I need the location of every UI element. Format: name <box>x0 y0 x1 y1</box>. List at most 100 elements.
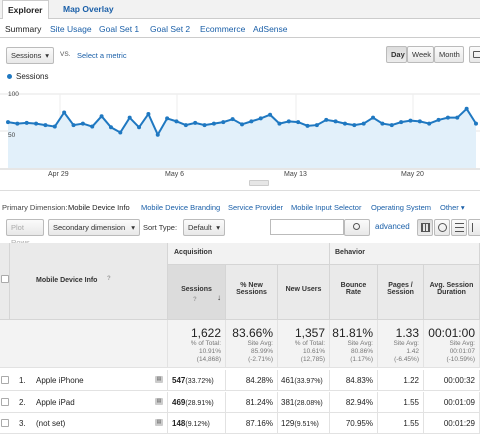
performance-view-button[interactable] <box>451 219 467 236</box>
sessions-point[interactable] <box>305 123 310 128</box>
sessions-point[interactable] <box>71 123 76 128</box>
comparison-view-button[interactable] <box>468 219 480 236</box>
day-button[interactable]: Day <box>386 46 407 63</box>
month-button[interactable]: Month <box>434 46 464 63</box>
sessions-point[interactable] <box>464 106 469 111</box>
dim-mobile-input-selector[interactable]: Mobile Input Selector <box>291 203 362 212</box>
sessions-point[interactable] <box>445 115 450 120</box>
row-filter-icon[interactable]: ▤ <box>155 376 163 383</box>
sessions-point[interactable] <box>474 121 478 126</box>
table-search-input[interactable] <box>270 219 344 235</box>
sessions-point[interactable] <box>436 117 441 122</box>
sessions-point[interactable] <box>80 121 85 126</box>
sessions-point[interactable] <box>361 121 366 126</box>
sessions-point[interactable] <box>174 119 179 124</box>
subtab-goal-set-1[interactable]: Goal Set 1 <box>99 24 140 34</box>
sessions-point[interactable] <box>324 117 329 122</box>
sessions-point[interactable] <box>240 122 244 127</box>
subtab-adsense[interactable]: AdSense <box>253 24 288 34</box>
advanced-link[interactable]: advanced <box>375 222 410 231</box>
primary-metric-dropdown[interactable]: Sessions ▾ <box>6 47 54 64</box>
subtab-site-usage[interactable]: Site Usage <box>50 24 92 34</box>
sessions-point[interactable] <box>127 115 132 120</box>
chart-type-button[interactable] <box>469 46 480 63</box>
sessions-point[interactable] <box>202 123 207 128</box>
sessions-point[interactable] <box>137 125 142 130</box>
sessions-point[interactable] <box>193 120 198 125</box>
tab-map-overlay[interactable]: Map Overlay <box>63 4 114 14</box>
sessions-point[interactable] <box>296 120 301 125</box>
help-icon[interactable]: ? <box>193 297 197 303</box>
sessions-point[interactable] <box>15 121 20 126</box>
sessions-point[interactable] <box>34 121 39 126</box>
sessions-point[interactable] <box>455 115 460 120</box>
avg-session-duration-header[interactable]: Avg. Session Duration <box>424 265 480 320</box>
sessions-point[interactable] <box>118 130 123 135</box>
pages-session-header[interactable]: Pages / Session <box>378 265 424 320</box>
row-checkbox[interactable] <box>1 376 9 384</box>
row-device-name[interactable]: (not set) <box>36 419 66 428</box>
sessions-point[interactable] <box>6 120 10 125</box>
sessions-point[interactable] <box>277 121 282 126</box>
sessions-point[interactable] <box>427 121 432 126</box>
dim-other[interactable]: Other ▾ <box>440 203 465 212</box>
sessions-point[interactable] <box>417 119 422 124</box>
sessions-point[interactable] <box>183 123 188 128</box>
sessions-point[interactable] <box>286 119 291 124</box>
sessions-point[interactable] <box>342 121 347 126</box>
sessions-point[interactable] <box>211 121 216 126</box>
sessions-point[interactable] <box>43 123 48 128</box>
week-button[interactable]: Week <box>407 46 434 63</box>
sessions-point[interactable] <box>249 119 254 124</box>
pie-view-button[interactable] <box>434 219 450 236</box>
new-sessions-header[interactable]: % New Sessions <box>226 265 278 320</box>
row-filter-icon[interactable]: ▤ <box>155 398 163 405</box>
subtab-summary[interactable]: Summary <box>5 24 42 34</box>
sessions-point[interactable] <box>146 111 151 116</box>
tab-explorer[interactable]: Explorer <box>2 0 49 19</box>
row-filter-icon[interactable]: ▤ <box>155 419 163 426</box>
sessions-header[interactable]: Sessions ↓ ? <box>168 265 226 320</box>
sessions-point[interactable] <box>408 118 413 123</box>
chart-resize-handle[interactable] <box>249 180 269 186</box>
sessions-point[interactable] <box>108 125 113 130</box>
grid-view-button[interactable] <box>417 219 433 236</box>
sessions-point[interactable] <box>155 132 160 137</box>
sessions-point[interactable] <box>333 119 338 124</box>
sessions-point[interactable] <box>230 117 235 122</box>
sessions-point[interactable] <box>258 116 263 121</box>
sessions-point[interactable] <box>62 110 67 115</box>
sessions-point[interactable] <box>371 115 376 120</box>
sessions-point[interactable] <box>52 124 57 129</box>
sessions-point[interactable] <box>314 123 319 128</box>
sessions-point[interactable] <box>221 120 226 125</box>
subtab-ecommerce[interactable]: Ecommerce <box>200 24 246 34</box>
row-device-name[interactable]: Apple iPhone <box>36 376 84 385</box>
search-button[interactable] <box>344 219 370 236</box>
sessions-point[interactable] <box>90 124 95 129</box>
sessions-point[interactable] <box>165 116 170 121</box>
sessions-point[interactable] <box>24 120 29 125</box>
plot-rows-button[interactable]: Plot Rows <box>6 219 44 247</box>
dim-operating-system[interactable]: Operating System <box>371 203 432 212</box>
dim-mobile-device-info[interactable]: Mobile Device Info <box>68 203 130 212</box>
select-all-checkbox[interactable] <box>1 275 9 283</box>
row-checkbox[interactable] <box>1 419 9 427</box>
sessions-point[interactable] <box>99 114 104 119</box>
secondary-dimension-dropdown[interactable]: Secondary dimension ▾ <box>48 219 140 236</box>
sessions-point[interactable] <box>352 123 357 128</box>
new-users-header[interactable]: New Users <box>278 265 330 320</box>
row-device-name[interactable]: Apple iPad <box>36 398 75 407</box>
select-metric-link[interactable]: Select a metric <box>77 51 127 60</box>
dimension-header[interactable]: Mobile Device Info ? <box>10 243 168 320</box>
sessions-point[interactable] <box>389 123 394 128</box>
dim-service-provider[interactable]: Service Provider <box>228 203 284 212</box>
subtab-goal-set-2[interactable]: Goal Set 2 <box>150 24 191 34</box>
dim-mobile-device-branding[interactable]: Mobile Device Branding <box>141 203 221 212</box>
help-icon[interactable]: ? <box>107 276 111 282</box>
row-checkbox[interactable] <box>1 398 9 406</box>
sessions-point[interactable] <box>399 120 404 125</box>
sort-type-dropdown[interactable]: Default ▾ <box>183 219 225 236</box>
sessions-point[interactable] <box>380 121 385 126</box>
sessions-point[interactable] <box>268 112 273 117</box>
